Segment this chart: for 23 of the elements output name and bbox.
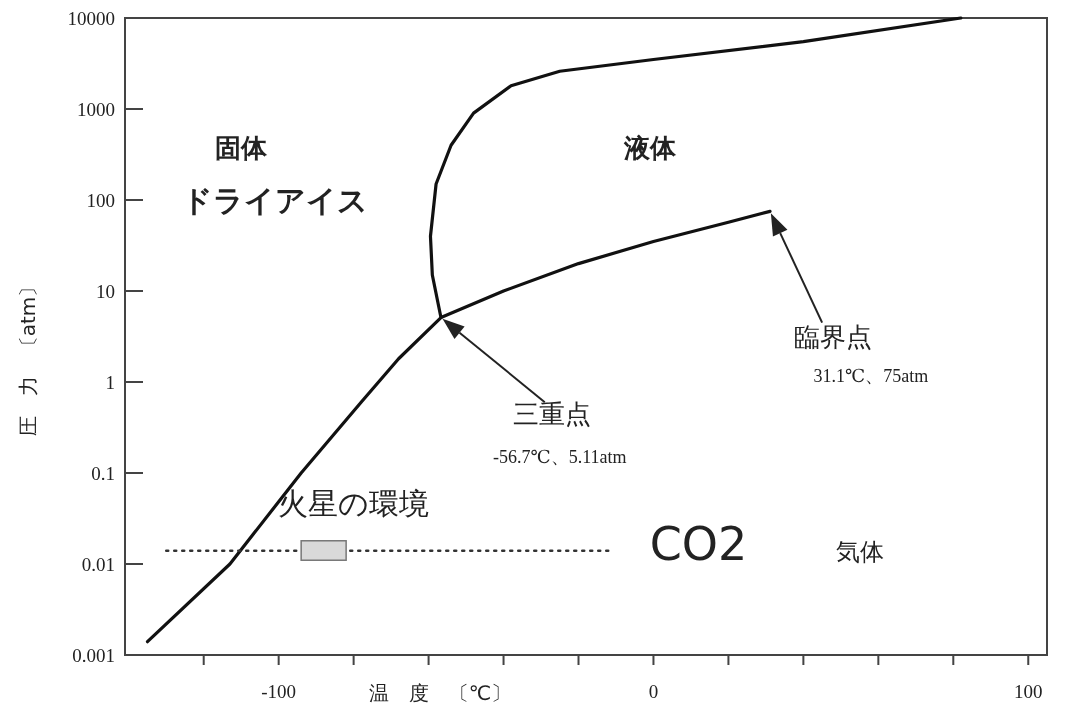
annotation: ドライアイス (181, 183, 368, 219)
annotation: 臨界点 (794, 321, 873, 352)
y-tick-label: 0.001 (72, 645, 115, 666)
y-tick-label: 0.1 (91, 463, 115, 484)
y-tick-label: 1000 (77, 99, 115, 120)
annotation: 固体 (215, 132, 269, 163)
annotation: 火星の環境 (278, 486, 430, 522)
annotation: CO2 (649, 517, 748, 572)
annotation: 気体 (835, 538, 884, 567)
y-tick-label: 1 (105, 372, 115, 393)
annotation: 31.1℃、75atm (813, 366, 929, 386)
y-tick-label: 0.01 (81, 554, 115, 575)
annotation: 液体 (622, 132, 677, 163)
y-tick-label: 100 (86, 190, 115, 211)
x-tick-label: -100 (261, 681, 297, 702)
y-tick-label: 10000 (67, 8, 115, 29)
y-tick-label: 10 (96, 281, 115, 302)
x-axis-title: 温 度 〔℃〕 (368, 681, 512, 705)
y-axis-title: 圧 力 〔atm〕 (16, 276, 40, 437)
x-tick-label: 0 (648, 681, 659, 702)
annotation: 三重点 (513, 399, 592, 430)
x-tick-label: 100 (1014, 681, 1043, 702)
annotation: -56.7℃、5.11atm (493, 446, 627, 467)
